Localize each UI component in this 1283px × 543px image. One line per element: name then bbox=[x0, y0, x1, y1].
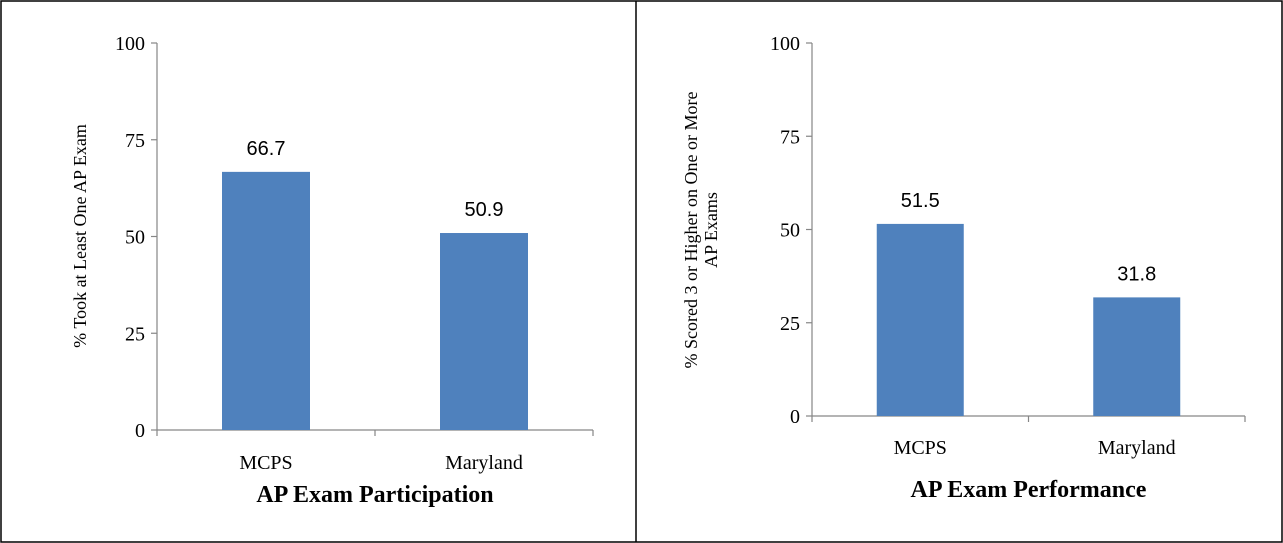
chart-title: AP Exam Performance bbox=[911, 477, 1147, 503]
bar-mcps bbox=[222, 171, 310, 430]
data-label: 31.8 bbox=[1117, 263, 1156, 285]
x-tick-label: MCPS bbox=[239, 452, 292, 474]
x-tick-label: Maryland bbox=[445, 452, 523, 474]
x-tick-label: Maryland bbox=[1098, 437, 1176, 459]
y-tick-label: 25 bbox=[125, 323, 145, 345]
y-axis-title: % Took at Least One AP Exam bbox=[70, 124, 90, 348]
performance-chart: 0 25 50 75 100 51.5 MCPS 31.8 Maryland % Scored 3… bbox=[681, 33, 1246, 503]
chart-title: AP Exam Participation bbox=[256, 482, 493, 508]
y-tick-label: 100 bbox=[770, 33, 800, 55]
bar-maryland bbox=[1093, 297, 1181, 416]
y-tick-label: 50 bbox=[125, 227, 145, 249]
data-label: 66.7 bbox=[247, 138, 286, 160]
participation-chart: 0 25 50 75 100 66.7 MCPS 50.9 Maryland % Took at … bbox=[70, 33, 594, 508]
data-label: 51.5 bbox=[901, 190, 940, 212]
y-tick-label: 0 bbox=[135, 420, 145, 442]
y-tick-label: 75 bbox=[780, 126, 800, 148]
bar-mcps bbox=[876, 223, 964, 416]
y-axis-title: % Scored 3 or Higher on One or MoreAP Ex… bbox=[681, 92, 721, 369]
x-tick-label: MCPS bbox=[894, 437, 947, 459]
y-tick-label: 100 bbox=[115, 33, 145, 55]
y-tick-label: 50 bbox=[780, 220, 800, 242]
y-tick-label: 75 bbox=[125, 130, 145, 152]
data-label: 50.9 bbox=[465, 199, 504, 221]
y-tick-label: 0 bbox=[790, 406, 800, 428]
y-tick-label: 25 bbox=[780, 313, 800, 335]
bar-maryland bbox=[440, 233, 528, 430]
